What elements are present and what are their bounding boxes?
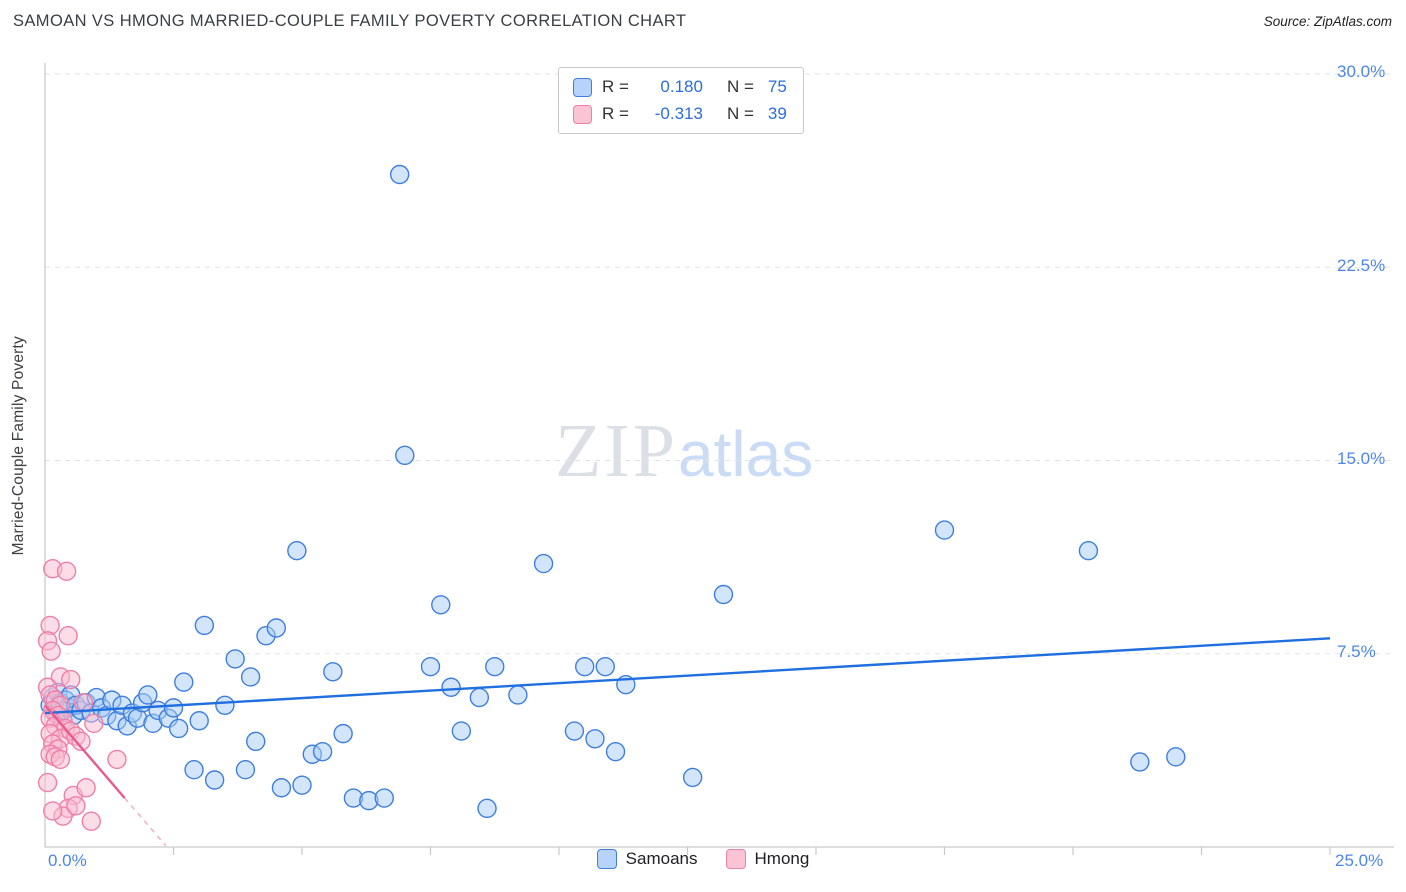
- page-title: SAMOAN VS HMONG MARRIED-COUPLE FAMILY PO…: [13, 12, 687, 30]
- legend-row-samoans: R = 0.180 N = 75: [573, 77, 787, 97]
- samoans-swatch: [596, 849, 617, 869]
- correlation-legend: R = 0.180 N = 75 R = -0.313 N = 39: [558, 67, 804, 134]
- series-legend-samoans: Samoans: [596, 849, 698, 869]
- hmong-swatch: [725, 849, 746, 869]
- series-legend-hmong: Hmong: [725, 849, 810, 869]
- y-tick-15: 15.0%: [1337, 449, 1386, 468]
- hmong-legend-swatch: [573, 104, 592, 124]
- r-value-samoans: 0.180: [660, 77, 703, 96]
- n-value-samoans: 75: [767, 77, 787, 96]
- y-tick-22-5: 22.5%: [1337, 256, 1386, 275]
- y-tick-7-5: 7.5%: [1337, 642, 1376, 661]
- y-axis-title-wrap: Married-Couple Family Poverty: [10, 0, 28, 892]
- n-label: N =: [726, 77, 754, 96]
- watermark-zip: ZIP: [555, 409, 678, 493]
- hmong-label: Hmong: [754, 849, 810, 868]
- r-label: R =: [602, 104, 629, 123]
- series-legend: Samoans Hmong: [0, 849, 1406, 869]
- r-label: R =: [602, 77, 629, 96]
- legend-row-hmong: R = -0.313 N = 39: [573, 104, 787, 124]
- n-label: N =: [726, 104, 754, 123]
- watermark-atlas: atlas: [678, 418, 814, 490]
- x-tick-max: 25.0%: [1335, 851, 1384, 870]
- y-axis-title: Married-Couple Family Poverty: [10, 336, 27, 556]
- y-tick-30: 30.0%: [1337, 62, 1386, 81]
- samoans-legend-swatch: [573, 77, 592, 97]
- watermark: ZIPatlas: [555, 408, 813, 495]
- x-tick-min: 0.0%: [48, 851, 87, 870]
- samoans-label: Samoans: [625, 849, 698, 868]
- r-value-hmong: -0.313: [654, 104, 703, 123]
- source-attribution: Source: ZipAtlas.com: [1263, 14, 1392, 29]
- n-value-hmong: 39: [767, 104, 787, 123]
